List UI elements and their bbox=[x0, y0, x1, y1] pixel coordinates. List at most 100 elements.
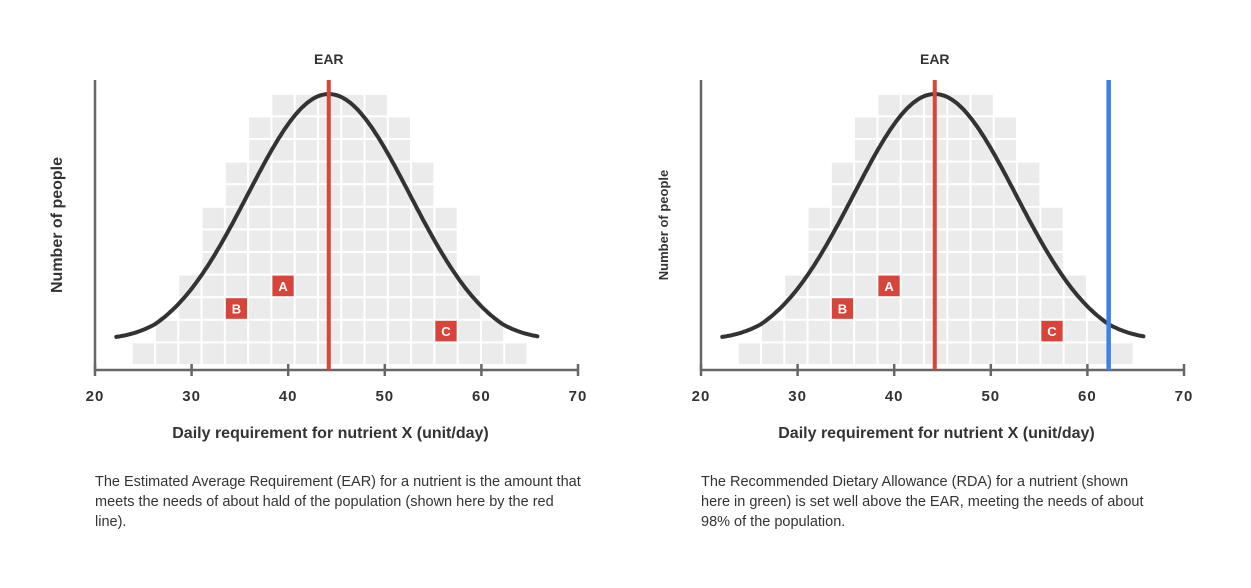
histogram-cell bbox=[272, 343, 294, 364]
histogram-cell bbox=[948, 298, 970, 319]
histogram-cell bbox=[948, 117, 970, 138]
histogram-cell bbox=[948, 343, 970, 364]
histogram-cell bbox=[365, 117, 387, 138]
histogram-cell bbox=[878, 162, 900, 184]
marker-C bbox=[435, 320, 457, 342]
histogram-cell bbox=[1111, 343, 1133, 364]
histogram-cell bbox=[365, 298, 387, 319]
histogram-cell bbox=[948, 230, 970, 251]
histogram-cell bbox=[249, 343, 271, 364]
histogram-cell bbox=[808, 275, 830, 297]
histogram-cell bbox=[878, 230, 900, 251]
histogram-cell bbox=[365, 343, 387, 364]
histogram-cell bbox=[1018, 275, 1040, 297]
marker-C bbox=[1041, 320, 1063, 342]
histogram-cell bbox=[948, 162, 970, 184]
histogram-cell bbox=[901, 185, 923, 206]
histogram-cell bbox=[365, 320, 387, 342]
x-tick-label: 30 bbox=[182, 388, 201, 405]
ear-label: EAR bbox=[314, 51, 344, 67]
histogram-cell bbox=[1018, 343, 1040, 364]
histogram-cell bbox=[948, 275, 970, 297]
histogram-cell bbox=[971, 275, 993, 297]
histogram-cell bbox=[249, 140, 271, 161]
histogram-cell bbox=[225, 253, 248, 274]
histogram-cell bbox=[948, 140, 970, 161]
histogram-cell bbox=[388, 185, 411, 206]
histogram-cell bbox=[855, 253, 877, 274]
histogram-cell bbox=[295, 140, 317, 161]
histogram-cell bbox=[272, 94, 294, 116]
histogram-cell bbox=[412, 320, 434, 342]
histogram-cell bbox=[295, 343, 317, 364]
histogram-cell bbox=[155, 320, 178, 342]
histogram-cell bbox=[901, 162, 923, 184]
histogram-cell bbox=[855, 207, 877, 229]
histogram-cell bbox=[1018, 185, 1040, 206]
histogram-cell bbox=[225, 185, 248, 206]
x-tick-label: 40 bbox=[885, 388, 904, 405]
histogram-cell bbox=[388, 207, 411, 229]
histogram-cell bbox=[1064, 320, 1086, 342]
histogram-cell bbox=[342, 230, 364, 251]
histogram-cell bbox=[901, 117, 923, 138]
histogram-cell bbox=[994, 230, 1017, 251]
histogram-cell bbox=[412, 298, 434, 319]
histogram-cell bbox=[994, 298, 1017, 319]
histogram-cell bbox=[855, 230, 877, 251]
histogram-cell bbox=[132, 343, 154, 364]
histogram-cell bbox=[855, 320, 877, 342]
histogram-cell bbox=[295, 320, 317, 342]
x-tick-label: 40 bbox=[279, 388, 298, 405]
histogram-cell bbox=[971, 185, 993, 206]
histogram-cell bbox=[901, 140, 923, 161]
histogram-cell bbox=[155, 343, 178, 364]
histogram-cell bbox=[342, 320, 364, 342]
histogram-cell bbox=[412, 185, 434, 206]
histogram-cell bbox=[1018, 253, 1040, 274]
histogram-cell bbox=[202, 343, 224, 364]
histogram-cell bbox=[249, 230, 271, 251]
histogram-cell bbox=[458, 298, 480, 319]
histogram-cell bbox=[225, 275, 248, 297]
histogram-cell bbox=[1087, 343, 1110, 364]
histogram-cell bbox=[342, 298, 364, 319]
histogram-cell bbox=[435, 275, 457, 297]
histogram-cell bbox=[412, 162, 434, 184]
histogram-cell bbox=[738, 343, 760, 364]
histogram-cell bbox=[179, 298, 201, 319]
histogram-cell bbox=[342, 162, 364, 184]
histogram-cell bbox=[412, 343, 434, 364]
histogram-cell bbox=[855, 298, 877, 319]
histogram-cell bbox=[365, 253, 387, 274]
histogram-cell bbox=[249, 185, 271, 206]
histogram-cell bbox=[831, 275, 854, 297]
histogram-cell bbox=[458, 343, 480, 364]
histogram-cell bbox=[994, 185, 1017, 206]
histogram-cell bbox=[225, 343, 248, 364]
histogram-cell bbox=[1064, 298, 1086, 319]
histogram-cell bbox=[1018, 230, 1040, 251]
histogram-cell bbox=[365, 185, 387, 206]
histogram-cell bbox=[1064, 275, 1086, 297]
chart-rda: 20 30 40 50 60 70 EAR A B C Daily requirement for … bbox=[656, 51, 1192, 442]
histogram-cell bbox=[249, 253, 271, 274]
histogram-cell bbox=[412, 230, 434, 251]
marker-label: A bbox=[278, 279, 288, 294]
histogram-cell bbox=[342, 117, 364, 138]
marker-B bbox=[225, 298, 248, 319]
histogram-cell bbox=[249, 298, 271, 319]
histogram-cell bbox=[179, 343, 201, 364]
histogram-cell bbox=[948, 253, 970, 274]
marker-label: C bbox=[441, 324, 451, 339]
histogram-cell bbox=[808, 343, 830, 364]
histogram-cell bbox=[225, 162, 248, 184]
histogram-cell bbox=[412, 275, 434, 297]
histogram-cell bbox=[202, 298, 224, 319]
histogram-cell bbox=[994, 275, 1017, 297]
histogram-cell bbox=[878, 94, 900, 116]
histogram-cell bbox=[878, 253, 900, 274]
histogram-cell bbox=[1018, 320, 1040, 342]
